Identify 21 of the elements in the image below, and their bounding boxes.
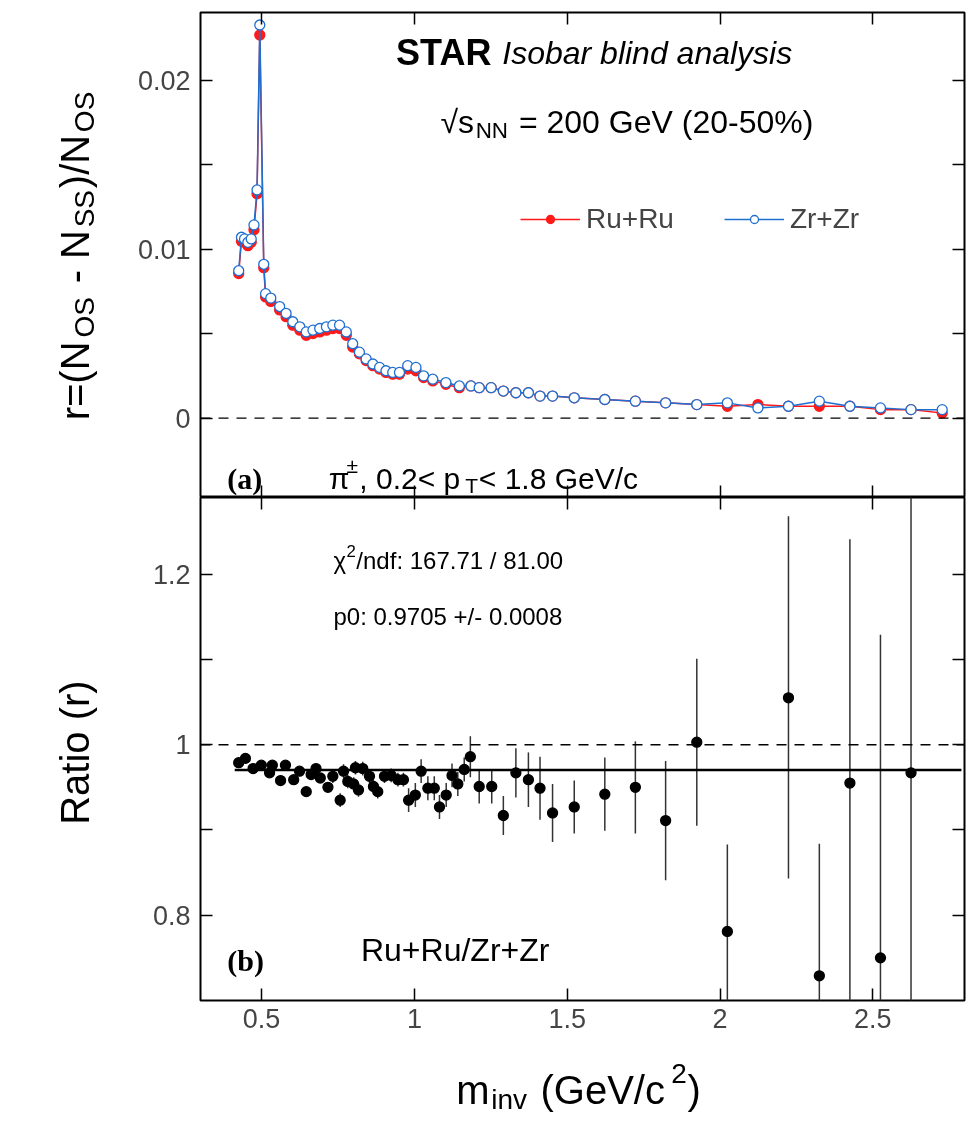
y-axis-title: r=(NOS - NSS)/NOS xyxy=(52,91,101,421)
annotation: p0: 0.9705 +/- 0.0008 xyxy=(333,603,563,631)
y-tick-label: 0 xyxy=(175,403,191,434)
x-tick-label: 2.5 xyxy=(854,1003,892,1034)
y-tick-label: 0.02 xyxy=(137,65,191,96)
x-tick-label: 1 xyxy=(406,1003,422,1034)
x-tick-label: 0.5 xyxy=(242,1003,281,1034)
y-tick-label: 1.2 xyxy=(152,559,191,590)
legend-label: Zr+Zr xyxy=(789,203,860,235)
legend-label: Ru+Ru xyxy=(586,203,674,235)
annotation: Isobar blind analysis xyxy=(502,34,793,71)
x-tick-label: 1.5 xyxy=(548,1003,586,1034)
x-tick-label: 2 xyxy=(712,1003,728,1034)
y-axis-title: Ratio (r) xyxy=(52,680,97,825)
annotation: Ru+Ru/Zr+Zr xyxy=(360,932,550,969)
y-tick-label: 0.8 xyxy=(152,900,191,931)
y-tick-label: 1 xyxy=(175,730,191,761)
annotation: STAR xyxy=(396,32,492,74)
y-tick-label: 0.01 xyxy=(137,234,191,265)
annotation: (b) xyxy=(227,943,264,978)
annotation: (a) xyxy=(227,461,263,496)
